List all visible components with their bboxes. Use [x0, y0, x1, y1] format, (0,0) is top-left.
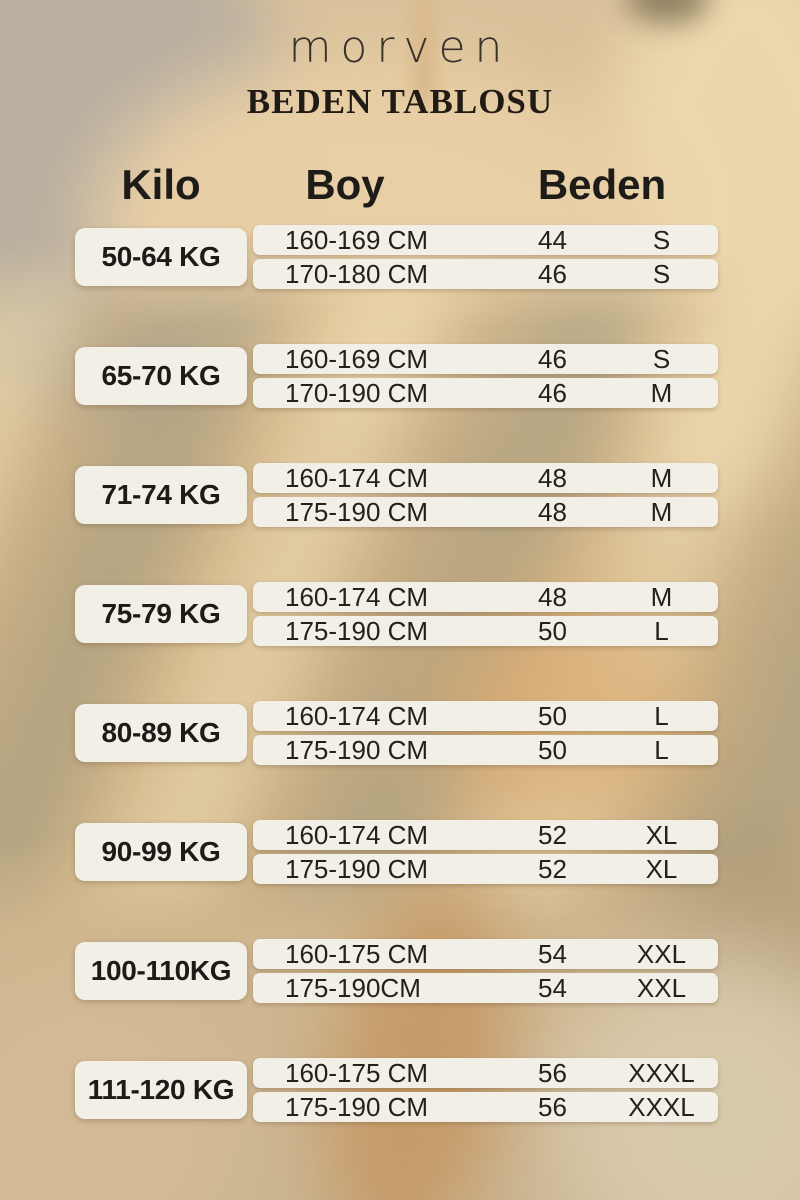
- height-range: 160-169 CM: [285, 225, 429, 255]
- size-number: 50: [538, 616, 567, 646]
- weight-group: 80-89 KG 160-174 CM 50 L 175-190 CM 50 L: [0, 701, 800, 765]
- size-letter: XL: [645, 820, 678, 850]
- size-number: 46: [538, 378, 567, 408]
- size-row: 175-190 CM 56 XXXL: [253, 1092, 718, 1122]
- size-row: 170-190 CM 46 M: [253, 378, 718, 408]
- size-number: 48: [538, 463, 567, 493]
- weight-range-badge: 111-120 KG: [75, 1061, 247, 1119]
- size-number: 46: [538, 259, 567, 289]
- size-number: 50: [538, 735, 567, 765]
- size-number: 54: [538, 973, 567, 1003]
- size-number: 46: [538, 344, 567, 374]
- height-range: 170-180 CM: [285, 259, 429, 289]
- height-range: 175-190 CM: [285, 735, 429, 765]
- size-letter: XXL: [636, 939, 687, 969]
- column-header-kilo: Kilo: [121, 161, 201, 208]
- size-letter: L: [654, 616, 669, 646]
- weight-group: 65-70 KG 160-169 CM 46 S 170-190 CM 46 M: [0, 344, 800, 408]
- size-letter: S: [652, 344, 671, 374]
- weight-range-badge: 90-99 KG: [75, 823, 247, 881]
- weight-group-rows: 160-169 CM 44 S 170-180 CM 46 S: [253, 225, 718, 289]
- weight-group-rows: 160-169 CM 46 S 170-190 CM 46 M: [253, 344, 718, 408]
- height-range: 160-174 CM: [285, 582, 429, 612]
- height-range: 175-190 CM: [285, 1092, 429, 1122]
- size-letter: L: [654, 701, 669, 731]
- size-row: 175-190CM 54 XXL: [253, 973, 718, 1003]
- weight-range-badge: 71-74 KG: [75, 466, 247, 524]
- height-range: 160-175 CM: [285, 1058, 429, 1088]
- size-row: 160-169 CM 44 S: [253, 225, 718, 255]
- size-row: 170-180 CM 46 S: [253, 259, 718, 289]
- height-range: 175-190 CM: [285, 497, 429, 527]
- weight-group-rows: 160-175 CM 54 XXL 175-190CM 54 XXL: [253, 939, 718, 1003]
- size-row: 160-174 CM 52 XL: [253, 820, 718, 850]
- weight-range-badge: 50-64 KG: [75, 228, 247, 286]
- size-row: 160-175 CM 54 XXL: [253, 939, 718, 969]
- height-range: 160-169 CM: [285, 344, 429, 374]
- weight-group-rows: 160-174 CM 52 XL 175-190 CM 52 XL: [253, 820, 718, 884]
- weight-group: 50-64 KG 160-169 CM 44 S 170-180 CM 46 S: [0, 225, 800, 289]
- size-row: 160-174 CM 50 L: [253, 701, 718, 731]
- weight-group-rows: 160-174 CM 48 M 175-190 CM 50 L: [253, 582, 718, 646]
- weight-group-rows: 160-175 CM 56 XXXL 175-190 CM 56 XXXL: [253, 1058, 718, 1122]
- weight-range-badge: 65-70 KG: [75, 347, 247, 405]
- weight-group-rows: 160-174 CM 48 M 175-190 CM 48 M: [253, 463, 718, 527]
- height-range: 160-175 CM: [285, 939, 429, 969]
- size-letter: M: [650, 582, 673, 612]
- height-range: 160-174 CM: [285, 463, 429, 493]
- weight-group: 75-79 KG 160-174 CM 48 M 175-190 CM 50 L: [0, 582, 800, 646]
- size-letter: XXXL: [628, 1058, 695, 1088]
- size-number: 54: [538, 939, 567, 969]
- height-range: 170-190 CM: [285, 378, 429, 408]
- weight-range-badge: 75-79 KG: [75, 585, 247, 643]
- size-row: 160-174 CM 48 M: [253, 582, 718, 612]
- height-range: 175-190 CM: [285, 854, 429, 884]
- size-number: 52: [538, 854, 567, 884]
- size-row: 175-190 CM 48 M: [253, 497, 718, 527]
- size-row: 160-175 CM 56 XXXL: [253, 1058, 718, 1088]
- background-hanger-hook: [412, 0, 436, 105]
- size-number: 52: [538, 820, 567, 850]
- weight-group: 90-99 KG 160-174 CM 52 XL 175-190 CM 52 …: [0, 820, 800, 884]
- size-letter: S: [652, 225, 671, 255]
- height-range: 175-190CM: [285, 973, 421, 1003]
- weight-group: 111-120 KG 160-175 CM 56 XXXL 175-190 CM…: [0, 1058, 800, 1122]
- size-number: 56: [538, 1058, 567, 1088]
- size-letter: M: [650, 497, 673, 527]
- size-letter: M: [650, 378, 673, 408]
- size-letter: L: [654, 735, 669, 765]
- size-letter: M: [650, 463, 673, 493]
- size-row: 160-169 CM 46 S: [253, 344, 718, 374]
- size-number: 48: [538, 582, 567, 612]
- size-letter: XL: [645, 854, 678, 884]
- column-header-beden: Beden: [537, 161, 667, 208]
- size-letter: XXL: [636, 973, 687, 1003]
- size-number: 50: [538, 701, 567, 731]
- weight-range-badge: 100-110KG: [75, 942, 247, 1000]
- size-row: 175-190 CM 50 L: [253, 616, 718, 646]
- height-range: 160-174 CM: [285, 701, 429, 731]
- weight-group-rows: 160-174 CM 50 L 175-190 CM 50 L: [253, 701, 718, 765]
- height-range: 160-174 CM: [285, 820, 429, 850]
- brand-logo: morven: [288, 22, 512, 73]
- size-row: 160-174 CM 48 M: [253, 463, 718, 493]
- size-row: 175-190 CM 50 L: [253, 735, 718, 765]
- page-title: BEDEN TABLOSU: [246, 82, 554, 121]
- height-range: 175-190 CM: [285, 616, 429, 646]
- size-number: 48: [538, 497, 567, 527]
- size-number: 56: [538, 1092, 567, 1122]
- size-letter: S: [652, 259, 671, 289]
- weight-group: 100-110KG 160-175 CM 54 XXL 175-190CM 54…: [0, 939, 800, 1003]
- weight-group: 71-74 KG 160-174 CM 48 M 175-190 CM 48 M: [0, 463, 800, 527]
- size-row: 175-190 CM 52 XL: [253, 854, 718, 884]
- size-table: 50-64 KG 160-169 CM 44 S 170-180 CM 46 S…: [0, 225, 800, 1177]
- column-header-boy: Boy: [305, 161, 385, 208]
- size-letter: XXXL: [628, 1092, 695, 1122]
- size-number: 44: [538, 225, 567, 255]
- weight-range-badge: 80-89 KG: [75, 704, 247, 762]
